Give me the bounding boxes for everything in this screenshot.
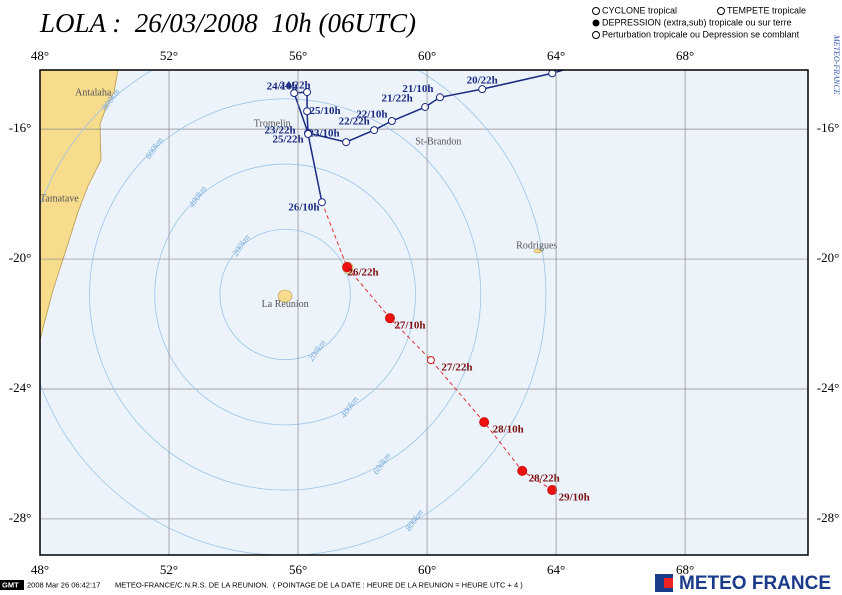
legend-text: DEPRESSION (extra,sub) tropicale ou sur …: [602, 17, 792, 27]
gmt-box: [0, 580, 24, 590]
distance-ring: [40, 70, 547, 555]
lat-tick-label: -28°: [9, 510, 32, 525]
lat-tick-label: -24°: [817, 380, 840, 395]
lon-tick-label: 52°: [160, 48, 178, 63]
track-label: 22/22h: [339, 116, 370, 128]
track-label: 22/10h: [356, 109, 387, 121]
track-point: [317, 198, 326, 207]
track-label: 23/10h: [309, 128, 340, 140]
lat-tick-label: -16°: [9, 120, 32, 135]
lon-tick-label: 68°: [676, 562, 694, 577]
track-point: [290, 89, 299, 98]
legend-symbol: [717, 7, 725, 15]
track-point: [304, 129, 313, 138]
track-point: [384, 313, 395, 324]
track-label: 26/22h: [347, 267, 378, 279]
distance-ring: [154, 163, 416, 426]
map-frame: [39, 69, 809, 556]
lon-tick-label: 48°: [31, 562, 49, 577]
madagascar: [40, 70, 119, 341]
track-label: 28/10h: [493, 424, 524, 436]
lon-tick-label: 68°: [676, 48, 694, 63]
track-label: 25/10h: [309, 105, 340, 117]
track-point: [387, 117, 396, 126]
logo-text: METEO FRANCE: [679, 573, 831, 594]
gmt: GMT: [2, 580, 19, 589]
reunion-island: [277, 289, 293, 303]
lon-tick-label: 64°: [547, 562, 565, 577]
track-point: [478, 85, 487, 94]
legend-text: TEMPETE tropicale: [727, 5, 806, 15]
credit: METEO-FRANCE/C.N.R.S. DE LA REUNION. ( P…: [115, 580, 523, 589]
place-name: La Reunion: [262, 299, 309, 310]
place-name: Tromelin: [254, 119, 291, 130]
lon-tick-label: 56°: [289, 48, 307, 63]
track-label: 21/22h: [382, 93, 413, 105]
legend-text: CYCLONE tropical: [602, 5, 677, 15]
side-text: METEO-FRANCE: [832, 34, 841, 95]
lat-tick-label: -16°: [817, 120, 840, 135]
track-point: [370, 126, 379, 135]
distance-ring: [219, 228, 351, 361]
track-label: 24/22h: [279, 80, 310, 92]
legend: CYCLONE tropical TEMPETE tropicale DEPRE…: [592, 5, 806, 39]
lat-tick-label: -20°: [817, 250, 840, 265]
map-layer: 200km200km400km400km600km600km800km800km…: [40, 70, 808, 555]
track-point: [342, 138, 351, 147]
place-name: Tamatave: [40, 193, 79, 204]
track-label: 23/22h: [264, 125, 295, 137]
track-label: 26/10h: [288, 202, 319, 214]
distance-ring: [89, 98, 482, 491]
ocean: [40, 70, 808, 555]
lat-tick-label: -24°: [9, 380, 32, 395]
logo-mark: [664, 578, 673, 588]
track-point: [517, 465, 528, 476]
track-label: 29/10h: [559, 492, 590, 504]
legend-text: Perturbation tropicale ou Depression se …: [602, 29, 800, 39]
track-point: [479, 417, 490, 428]
place-name: Antalaha: [75, 88, 112, 99]
track-point: [303, 88, 312, 97]
track-label: 28/22h: [529, 472, 560, 484]
track-label: 27/22h: [441, 362, 472, 374]
lat-tick-label: -20°: [9, 250, 32, 265]
lon-tick-label: 64°: [547, 48, 565, 63]
lon-tick-label: 56°: [289, 562, 307, 577]
lon-tick-label: 48°: [31, 48, 49, 63]
legend-symbol: [592, 7, 600, 15]
lat-tick-label: -28°: [817, 510, 840, 525]
legend-symbol: [592, 19, 600, 27]
track-point: [342, 262, 353, 273]
timestamp: 2008 Mar 26 06:42:17: [27, 580, 100, 589]
lon-tick-label: 52°: [160, 562, 178, 577]
track-point: [435, 93, 444, 102]
place-name: St-Brandon: [415, 136, 461, 147]
track-label: 25/22h: [272, 134, 303, 146]
track-point: [426, 356, 435, 365]
lon-tick-label: 60°: [418, 48, 436, 63]
legend-symbol: [592, 31, 600, 39]
track-point: [421, 103, 430, 112]
track-point: [547, 485, 558, 496]
lon-tick-label: 60°: [418, 562, 436, 577]
track-point: [548, 70, 557, 78]
track-label: 20/22h: [467, 75, 498, 87]
track-label: 21/10h: [402, 83, 433, 95]
track-point: [303, 107, 312, 116]
place-name: Rodrigues: [516, 240, 557, 251]
track-label: 24/10h: [267, 81, 298, 93]
title: LOLA : 26/03/2008 10h (06UTC): [39, 8, 416, 38]
track-label: 27/10h: [394, 320, 425, 332]
